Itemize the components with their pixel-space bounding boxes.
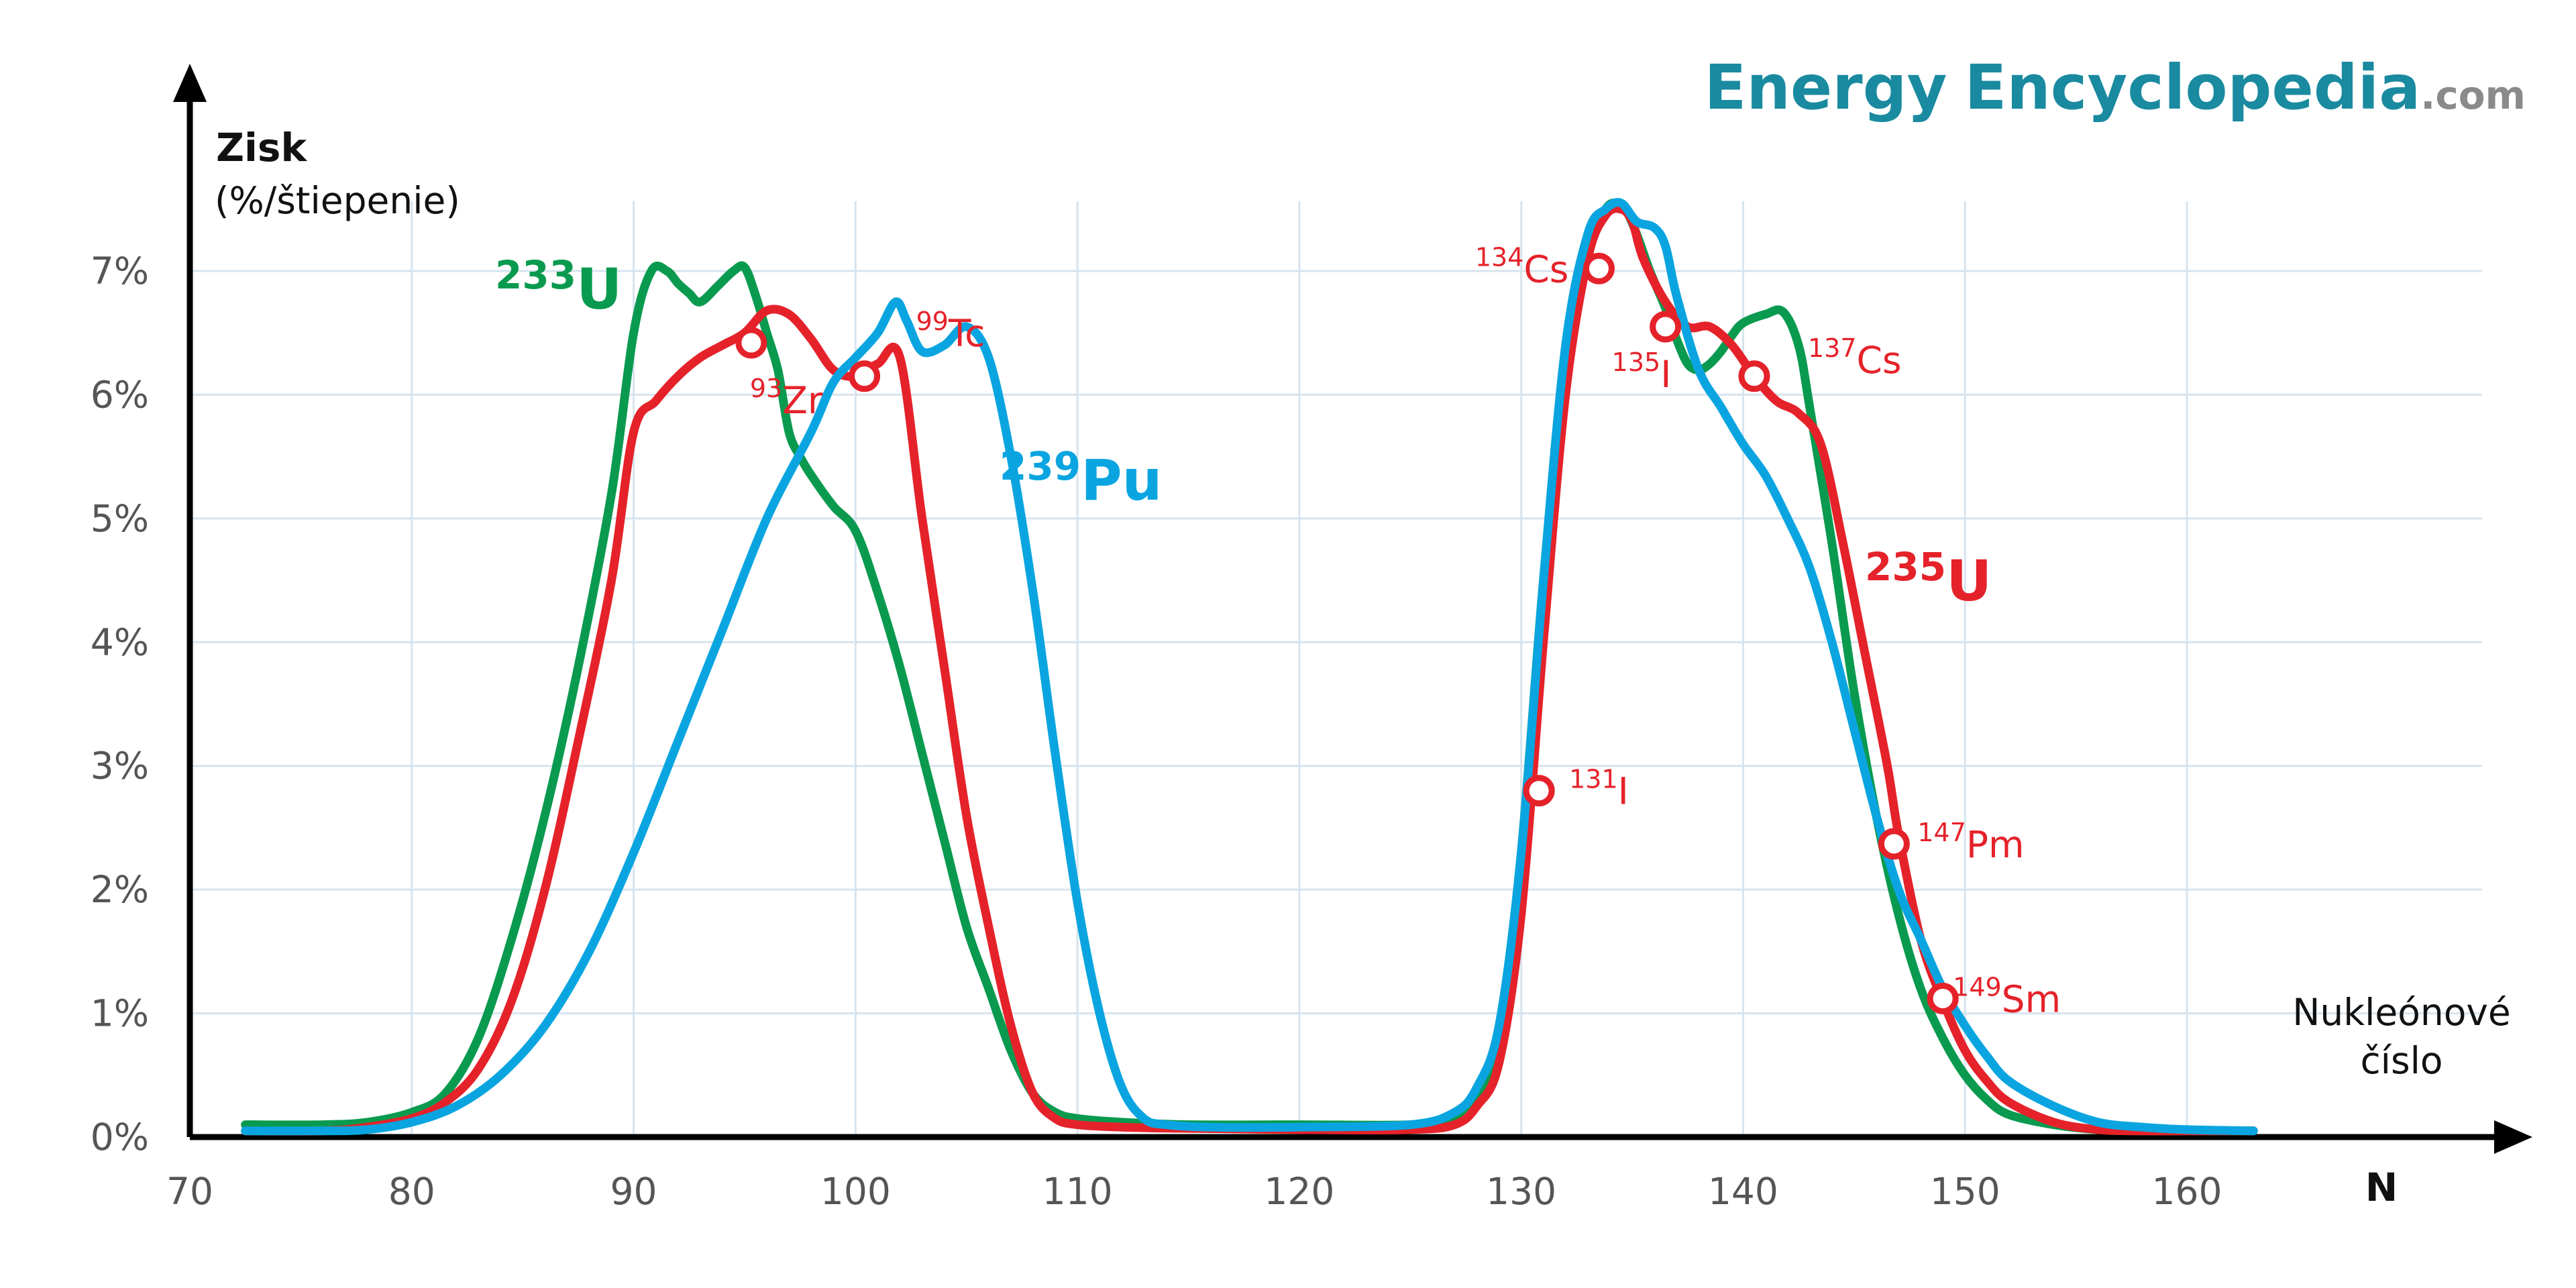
series-label-u233: 233U <box>495 252 622 322</box>
axes <box>173 64 2532 1154</box>
x-tick-label-70: 70 <box>166 1170 213 1213</box>
series-lines <box>241 198 2258 1136</box>
isotope-label-tc99: 99Tc <box>916 307 985 355</box>
series-label-u235-mass: 235 <box>1865 544 1946 590</box>
isotope-label-sm149: 149Sm <box>1953 972 2061 1020</box>
y-tick-label-5: 5% <box>91 497 149 540</box>
series-label-u233-mass: 233 <box>495 252 576 298</box>
isotope-mass-99: 99 <box>916 307 949 336</box>
x-tick-label-100: 100 <box>820 1170 891 1213</box>
isotope-marker-i135 <box>1650 311 1682 343</box>
x-axis-title-line1: Nukleónové <box>2292 991 2511 1034</box>
x-axis-title-line2: číslo <box>2360 1039 2443 1082</box>
isotope-symbol-tc99: Tc <box>948 312 985 355</box>
isotope-label-cs137: 137Cs <box>1808 333 1902 382</box>
isotope-label-pm147: 147Pm <box>1917 818 2024 866</box>
x-tick-label-110: 110 <box>1042 1170 1113 1213</box>
series-label-u233-symbol: U <box>576 256 622 322</box>
x-tick-label-150: 150 <box>1930 1170 2000 1213</box>
isotope-mass-137: 137 <box>1808 333 1857 363</box>
series-label-u235: 235U <box>1865 544 1992 614</box>
isotope-symbol-cs134: Cs <box>1523 248 1568 290</box>
isotope-symbol-i135: I <box>1660 353 1671 396</box>
isotope-label-i131: 131I <box>1569 765 1629 813</box>
isotope-marker-pm147 <box>1878 828 1910 860</box>
isotope-mass-147: 147 <box>1917 818 1966 847</box>
isotope-symbol-cs137: Cs <box>1857 339 1902 382</box>
y-tick-label-7: 7% <box>91 250 149 292</box>
series-label-pu239-symbol: Pu <box>1081 447 1162 513</box>
grid <box>190 201 2482 1137</box>
isotope-marker-i131 <box>1523 775 1555 807</box>
isotope-marker-sm149 <box>1927 982 1959 1014</box>
y-tick-label-4: 4% <box>91 621 149 663</box>
series-label-pu239: 239Pu <box>1000 443 1162 513</box>
y-axis-arrow <box>173 64 207 102</box>
isotope-marker-tc99 <box>849 360 881 392</box>
y-tick-label-3: 3% <box>91 745 149 788</box>
isotope-symbol-sm149: Sm <box>2002 977 2061 1020</box>
series-line-pu239 <box>241 198 2258 1136</box>
x-tick-label-160: 160 <box>2152 1170 2222 1213</box>
series-label-pu239-mass: 239 <box>1000 443 1081 489</box>
y-tick-label-6: 6% <box>91 373 149 416</box>
brand-word-energy: Energy <box>1705 52 1947 123</box>
y-tick-label-1: 1% <box>91 992 149 1035</box>
brand-word-encyclopedia: Encyclopedia <box>1964 52 2420 123</box>
y-axis-unit: (%/štiepenie) <box>215 179 460 222</box>
isotope-mass-135: 135 <box>1612 347 1661 377</box>
tick-labels: 70 80 90 100 110 120 130 140 150 160 0% 1% 2% 3% 4% 5% 6… <box>91 250 2222 1213</box>
isotope-marker-cs137 <box>1738 360 1770 392</box>
isotope-symbol-i131: I <box>1618 770 1629 813</box>
x-tick-label-120: 120 <box>1264 1170 1334 1213</box>
isotope-mass-149: 149 <box>1953 972 2002 1002</box>
brand-suffix: .com <box>2420 72 2526 118</box>
isotope-symbol-pm147: Pm <box>1966 823 2025 866</box>
isotope-mass-131: 131 <box>1569 765 1618 794</box>
isotope-mass-134: 134 <box>1475 242 1524 272</box>
x-axis-arrow <box>2494 1120 2532 1154</box>
isotope-label-cs134: 134Cs <box>1475 242 1569 290</box>
isotope-label-zr93: 93Zr <box>750 374 823 422</box>
isotope-marker-cs134 <box>1582 252 1615 284</box>
isotope-label-i135: 135I <box>1612 347 1672 396</box>
x-tick-label-90: 90 <box>610 1170 657 1213</box>
x-axis-symbol: N <box>2365 1165 2398 1210</box>
isotope-marker-zr93 <box>735 327 767 359</box>
x-tick-label-80: 80 <box>388 1170 435 1213</box>
y-tick-label-2: 2% <box>91 868 149 911</box>
x-tick-label-130: 130 <box>1486 1170 1556 1213</box>
x-tick-label-140: 140 <box>1708 1170 1778 1213</box>
brand-logo: Energy Encyclopedia.com <box>1705 52 2526 123</box>
isotope-mass-93: 93 <box>750 374 782 403</box>
y-axis-title: Zisk <box>216 125 307 170</box>
y-tick-label-0: 0% <box>91 1116 149 1159</box>
isotope-symbol-zr93: Zr <box>782 379 823 422</box>
series-label-u235-symbol: U <box>1946 548 1992 614</box>
